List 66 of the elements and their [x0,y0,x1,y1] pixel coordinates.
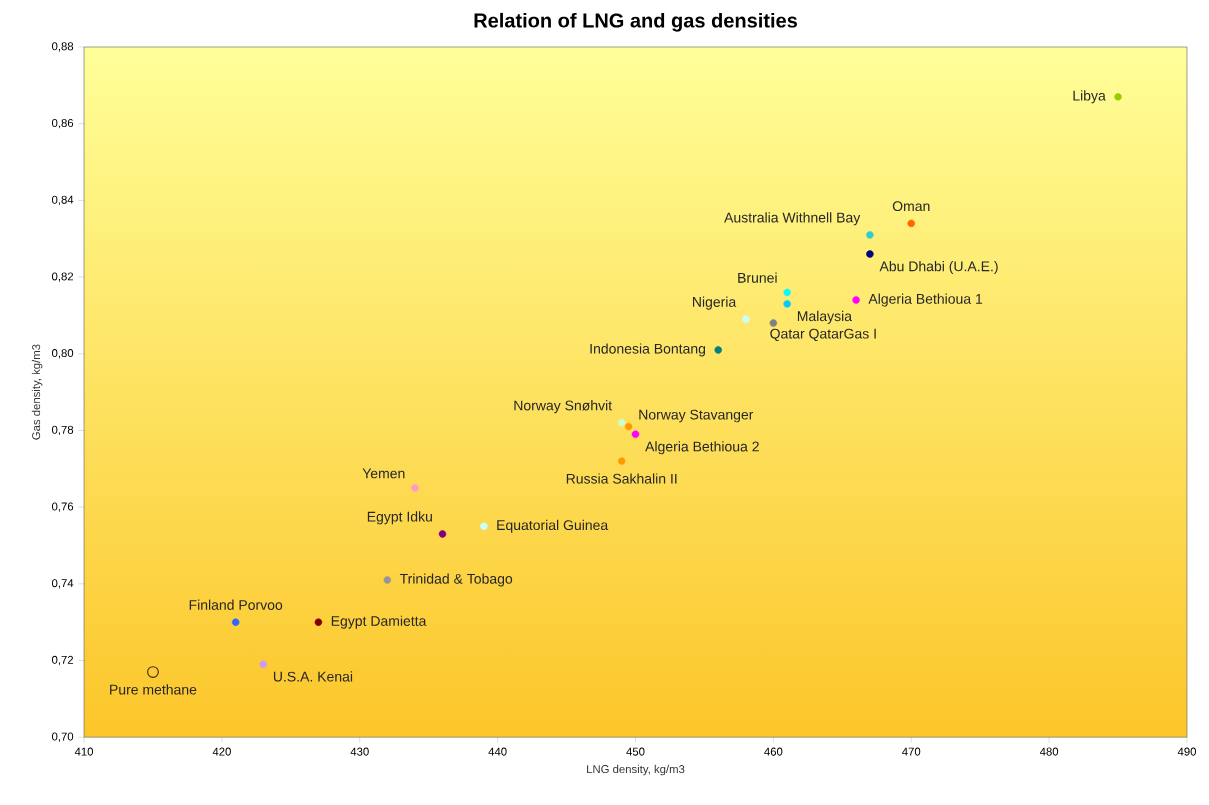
point [411,484,419,492]
y-tick-label: 0,82 [51,272,74,282]
point [852,296,860,304]
y-tick-label: 0,78 [51,425,74,436]
x-tick-label: 490 [1177,747,1196,756]
y-axis-title: Gas density, kg/m3 [31,344,43,440]
x-axis-title: LNG density, kg/m3 [587,764,685,776]
series-label: Algeria Bethioua 1 [868,293,983,307]
series-label: Norway Snøhvit [514,400,612,414]
series-label: Pure methane [110,684,197,695]
series-label: Nigeria [692,296,737,310]
y-tick-label: 0,72 [51,655,74,666]
series-label: Egypt Damietta [331,615,427,629]
point [231,618,240,626]
point [624,422,633,431]
series-label: Yemen [362,468,405,479]
x-tick-label: 410 [74,747,94,756]
x-tick-label: 450 [626,747,645,756]
point [783,300,791,308]
y-tick-label: 0,88 [51,42,74,52]
y-tick-label: 0,86 [51,118,74,129]
point [783,288,791,297]
x-tick-label: 460 [764,747,783,756]
point [1114,93,1122,101]
series-label: Qatar QatarGas I [770,328,876,341]
y-tick-label: 0,74 [51,579,74,589]
x-tick-label: 440 [488,747,507,756]
point [480,522,488,530]
point [438,530,447,538]
series-label: Norway Stavanger [639,409,754,423]
point [383,576,392,584]
chart-title: Relation of LNG and gas densities [474,12,797,32]
point [617,457,626,465]
series-label: U.S.A. Kenai [273,671,353,682]
x-tick-label: 430 [350,747,369,756]
y-tick-label: 0,80 [51,348,74,359]
point [147,666,159,678]
series-label: Finland Porvoo [189,599,283,610]
point [259,660,267,668]
point [617,418,626,427]
series-label: Egypt Idku [367,511,432,525]
series-label: Trinidad & Tobago [399,573,513,587]
y-tick-label: 0,84 [51,195,74,205]
point [714,346,722,354]
series-label: Abu Dhabi (U.A.E.) [879,260,998,274]
point [742,315,750,323]
x-tick-label: 480 [1039,747,1059,756]
series-label: Brunei [738,272,777,283]
point [631,430,640,438]
series-label: Libya [1073,90,1106,104]
x-tick-label: 470 [902,747,921,756]
point [314,618,323,626]
series-label: Indonesia Bontang [590,343,706,357]
point [907,219,915,228]
point [866,250,874,258]
series-label: Russia Sakhalin II [566,473,677,484]
y-tick-label: 0,76 [51,502,74,512]
point [769,319,778,327]
x-tick-label: 420 [212,747,231,756]
series-label: Equatorial Guinea [497,519,609,533]
series-label: Australia Withnell Bay [724,212,861,226]
point [866,231,874,239]
y-tick-label: 0,70 [51,732,74,742]
series-label: Oman [892,201,930,212]
series-label: Malaysia [797,310,853,324]
series-label: Algeria Bethioua 2 [645,441,759,455]
